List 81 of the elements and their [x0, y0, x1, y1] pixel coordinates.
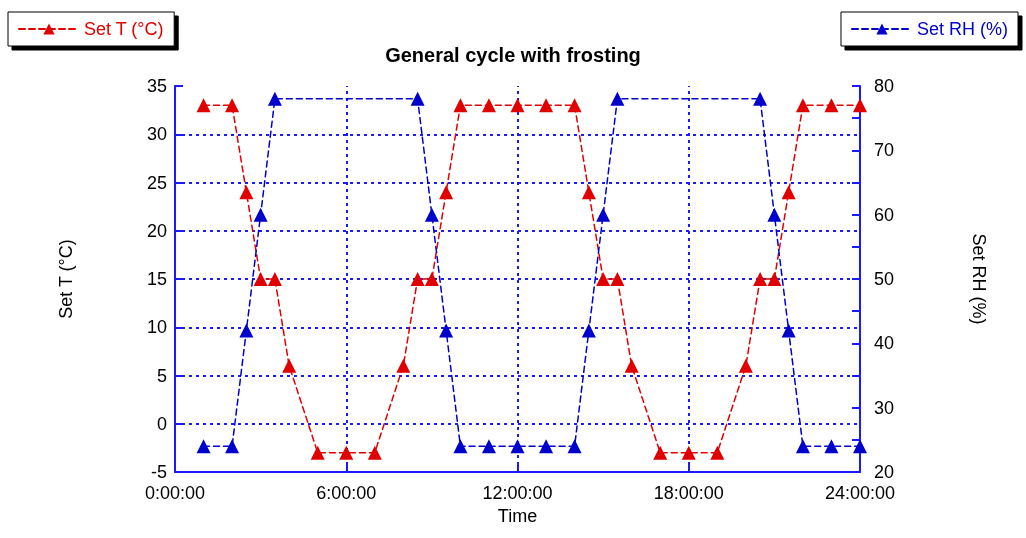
x-axis-title: Time — [497, 505, 538, 526]
y2-tick-label: 60 — [874, 204, 895, 225]
point — [253, 272, 268, 286]
point — [539, 98, 554, 113]
y-tick-label: 25 — [146, 172, 167, 193]
point — [539, 439, 554, 454]
legend-label: Set RH (%) — [916, 19, 1008, 39]
legend-label: Set T (°C) — [84, 19, 164, 39]
point — [610, 91, 625, 106]
point — [596, 207, 611, 222]
point — [581, 323, 596, 338]
y2-tick-label: 20 — [874, 462, 895, 482]
point — [225, 439, 240, 454]
point — [310, 445, 325, 460]
y2-axis-title: Set RH (%) — [969, 233, 989, 325]
point — [710, 445, 725, 460]
y-tick-label: 10 — [146, 317, 167, 338]
point — [439, 323, 454, 338]
point — [424, 272, 439, 286]
point — [581, 185, 596, 200]
y-tick-label: 5 — [156, 365, 167, 386]
point — [738, 358, 753, 373]
point — [267, 272, 282, 286]
y-tick-label: 0 — [156, 413, 167, 434]
y-tick-label: 15 — [146, 269, 167, 289]
point — [824, 98, 839, 113]
y2-tick-label: 30 — [874, 397, 895, 418]
point — [781, 323, 796, 338]
point — [453, 439, 468, 454]
point — [339, 445, 354, 460]
point — [410, 272, 425, 286]
y2-tick-label: 50 — [874, 269, 895, 289]
x-tick-label: 6:00:00 — [316, 483, 377, 503]
point — [795, 98, 810, 113]
point — [453, 98, 468, 113]
point — [610, 272, 625, 286]
y-tick-label: -5 — [150, 462, 167, 482]
point — [253, 207, 268, 222]
point — [596, 272, 611, 286]
point — [853, 439, 867, 454]
point — [396, 358, 411, 373]
point — [510, 98, 525, 113]
point — [239, 323, 254, 338]
y-tick-label: 20 — [146, 220, 167, 241]
y2-tick-label: 70 — [874, 140, 895, 161]
point — [767, 272, 782, 286]
point — [367, 445, 382, 460]
point — [567, 439, 582, 454]
point — [753, 91, 768, 106]
point — [510, 439, 525, 454]
point — [410, 91, 425, 106]
point — [481, 98, 496, 113]
x-tick-label: 0:00:00 — [144, 483, 206, 503]
point — [624, 358, 639, 373]
point — [567, 98, 582, 113]
point — [196, 98, 211, 113]
point — [424, 207, 439, 222]
point — [439, 185, 454, 200]
point — [225, 98, 240, 113]
point — [824, 439, 839, 454]
point — [282, 358, 297, 373]
point — [853, 98, 867, 113]
y-tick-label: 30 — [146, 124, 167, 145]
point — [267, 91, 282, 106]
x-tick-label: 12:00:00 — [482, 483, 553, 503]
y2-tick-label: 40 — [874, 333, 895, 354]
point — [653, 445, 668, 460]
x-tick-label: 18:00:00 — [653, 483, 724, 503]
point — [196, 439, 211, 454]
point — [681, 445, 696, 460]
point — [239, 185, 254, 200]
y-axis-title: Set T (°C) — [56, 239, 76, 319]
point — [781, 185, 796, 200]
y2-tick-label: 80 — [874, 76, 895, 96]
x-tick-label: 24:00:00 — [824, 483, 896, 503]
y-tick-label: 35 — [146, 76, 167, 96]
point — [767, 207, 782, 222]
point — [795, 439, 810, 454]
point — [753, 272, 768, 286]
point — [481, 439, 496, 454]
chart-title: General cycle with frosting — [385, 44, 641, 66]
